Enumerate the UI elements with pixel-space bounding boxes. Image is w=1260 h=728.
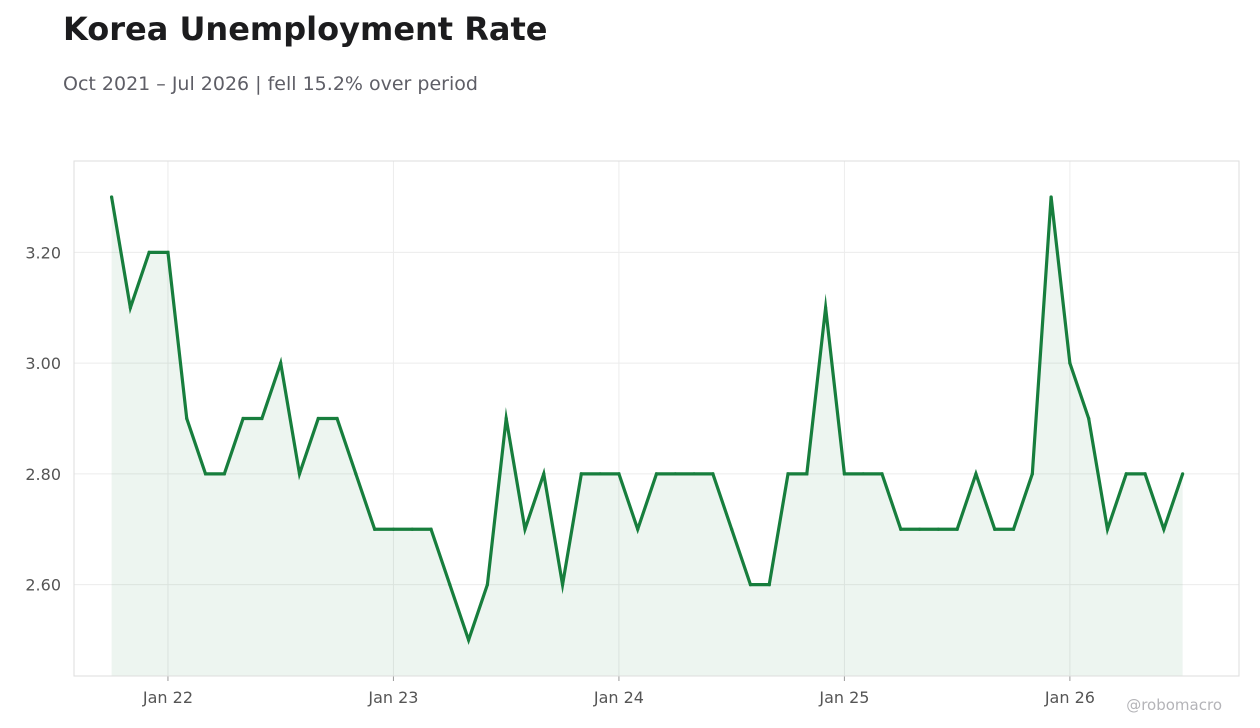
x-axis-tick-labels: Jan 22 Jan 23 Jan 24 Jan 25 Jan 26	[142, 688, 1095, 707]
data-point-2023-07	[504, 416, 508, 421]
data-point-2022-12	[373, 527, 377, 531]
data-point-2026-07	[1181, 472, 1185, 476]
data-point-2023-09	[542, 472, 546, 476]
data-point-2024-11	[805, 472, 809, 476]
watermark: @robomacro	[1126, 696, 1222, 714]
data-point-2024-08	[748, 583, 753, 587]
data-point-2024-05	[692, 472, 696, 476]
data-point-2026-03	[1105, 527, 1110, 531]
unemployment-series-line	[110, 196, 1185, 645]
y-axis-tick-labels: 2.60 2.80 3.00 3.20	[25, 243, 61, 594]
x-tick-label: Jan 26	[1044, 688, 1095, 707]
y-tick-label: 3.00	[25, 354, 61, 373]
data-point-2022-08	[297, 472, 302, 476]
data-point-2023-12	[598, 472, 602, 476]
data-point-2022-11	[354, 472, 358, 476]
data-point-2022-04	[222, 472, 226, 476]
y-tick-label: 2.60	[25, 576, 61, 595]
x-tick-label: Jan 23	[367, 688, 418, 707]
x-tick-label: Jan 24	[593, 688, 644, 707]
unemployment-area-fill	[111, 196, 1183, 677]
data-point-2022-03	[203, 472, 208, 476]
data-point-2025-05	[917, 527, 922, 531]
y-tick-label: 2.80	[25, 465, 61, 484]
data-point-2022-09	[316, 416, 320, 421]
data-point-2023-08	[523, 527, 527, 531]
data-point-2022-07	[279, 361, 283, 365]
data-point-2023-06	[485, 583, 489, 587]
data-point-2024-12	[824, 306, 828, 310]
data-point-2023-01	[391, 527, 396, 531]
data-point-2026-01	[1068, 361, 1072, 365]
data-point-2026-02	[1087, 416, 1091, 421]
data-point-2023-10	[560, 583, 565, 587]
data-point-2022-05	[241, 416, 245, 421]
data-point-2021-12	[147, 250, 151, 254]
data-point-2025-01	[842, 472, 847, 476]
data-point-2025-08	[974, 472, 978, 476]
data-point-2023-05	[467, 638, 471, 642]
data-point-2022-02	[185, 416, 189, 421]
data-point-2025-04	[899, 527, 903, 531]
data-point-2025-03	[880, 472, 884, 476]
data-point-2025-06	[936, 527, 940, 531]
data-point-2021-10	[109, 195, 114, 199]
data-point-2026-06	[1162, 527, 1166, 531]
data-point-2026-05	[1143, 472, 1147, 476]
plot-frame	[73, 160, 1240, 677]
data-point-2021-11	[128, 306, 132, 310]
data-point-2023-11	[579, 472, 583, 476]
data-point-2026-04	[1124, 472, 1128, 476]
data-point-2025-11	[1030, 472, 1034, 476]
data-point-2024-03	[654, 472, 659, 476]
data-point-2024-09	[767, 583, 771, 587]
x-tick-label: Jan 25	[818, 688, 869, 707]
y-tick-label: 3.20	[25, 243, 61, 262]
data-point-2024-02	[636, 527, 640, 531]
x-tick-label: Jan 22	[142, 688, 193, 707]
data-point-2025-10	[1011, 527, 1016, 531]
data-point-2024-07	[730, 527, 734, 531]
data-points	[109, 195, 1185, 642]
data-point-2025-07	[955, 527, 959, 531]
data-point-2022-06	[260, 416, 264, 421]
chart-title: Korea Unemployment Rate	[63, 10, 548, 48]
data-point-2023-03	[429, 527, 433, 531]
data-point-2025-09	[993, 527, 997, 531]
data-point-2024-01	[617, 472, 621, 476]
data-point-2025-12	[1049, 195, 1053, 199]
data-point-2023-02	[410, 527, 414, 531]
data-point-2024-04	[673, 472, 677, 476]
data-point-2024-06	[711, 472, 715, 476]
data-point-2024-10	[786, 472, 790, 476]
data-point-2023-04	[448, 583, 452, 587]
data-point-2022-01	[166, 250, 170, 254]
chart-subtitle: Oct 2021 – Jul 2026 | fell 15.2% over pe…	[63, 73, 478, 95]
data-point-2022-10	[335, 416, 339, 421]
data-point-2025-02	[861, 472, 865, 476]
